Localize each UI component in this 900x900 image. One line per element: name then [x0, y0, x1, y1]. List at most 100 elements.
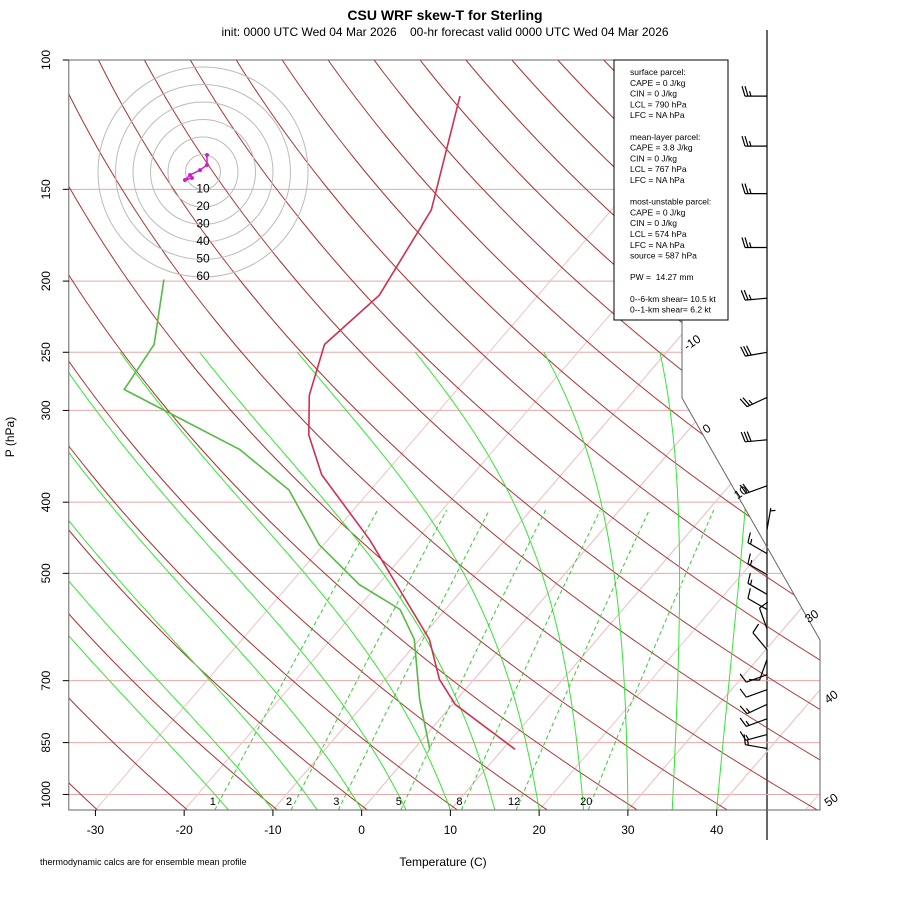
barb-shape	[741, 135, 767, 147]
mixing-ratio-line	[400, 509, 547, 810]
barb-shape	[766, 507, 776, 530]
isotherm	[716, 60, 821, 810]
wind-barb	[741, 237, 767, 249]
info-line: LFC = NA hPa	[630, 175, 685, 185]
info-line: CIN = 0 J/kg	[630, 89, 677, 99]
chart-title: CSU WRF skew-T for Sterling	[347, 7, 542, 23]
wind-barb	[743, 734, 768, 750]
info-line: LCL = 790 hPa	[630, 99, 687, 109]
barb-shape	[741, 85, 767, 97]
moist-adiabat	[68, 352, 229, 810]
info-line: 0--6-km shear= 10.5 kt	[630, 294, 716, 304]
wind-barb	[747, 553, 768, 576]
isotherm	[183, 60, 821, 810]
y-tick-label: 850	[39, 732, 53, 752]
wind-barb	[752, 623, 768, 650]
barb-shape	[747, 573, 768, 595]
mixing-ratio-line	[337, 509, 490, 810]
hodograph-ring-label: 40	[196, 234, 210, 248]
moist-adiabat	[119, 352, 451, 810]
moist-adiabat	[68, 352, 407, 810]
y-tick-label: 500	[39, 563, 53, 583]
hodograph-ring-label: 30	[196, 217, 210, 231]
x-tick-label: -30	[87, 823, 105, 837]
info-line: mean-layer parcel:	[630, 132, 700, 142]
dry-adiabat	[235, 60, 821, 810]
x-tick-label: 40	[710, 823, 724, 837]
hodograph-ring	[115, 84, 291, 260]
footnote: thermodynamic calcs are for ensemble mea…	[40, 857, 247, 867]
barb-shape	[740, 345, 768, 357]
info-line: CIN = 0 J/kg	[630, 153, 677, 163]
wind-barb	[740, 345, 768, 357]
barb-shape	[740, 289, 768, 301]
info-box	[613, 59, 729, 321]
dry-adiabat	[68, 60, 368, 810]
info-line: LCL = 574 hPa	[630, 229, 687, 239]
mixing-ratio-line	[214, 509, 379, 810]
hodograph-ring	[132, 101, 274, 243]
x-tick-label: 20	[532, 823, 546, 837]
y-tick-label: 250	[39, 342, 53, 362]
dry-adiabat	[68, 60, 638, 810]
barb-shape	[739, 703, 768, 715]
x-tick-label: 0	[358, 823, 365, 837]
wind-barb	[740, 289, 768, 301]
wind-barb	[747, 532, 768, 555]
info-line: 0--1-km shear= 6.2 kt	[630, 305, 712, 315]
info-line: LFC = NA hPa	[630, 110, 685, 120]
moist-adiabat	[68, 352, 363, 810]
barb-shape	[747, 553, 768, 576]
info-line: source = 587 hPa	[630, 251, 697, 261]
info-line: surface parcel:	[630, 67, 686, 77]
chart-subtitle: init: 0000 UTC Wed 04 Mar 2026 00-hr for…	[221, 25, 668, 39]
moist-adiabat	[68, 352, 274, 810]
dry-adiabat	[68, 60, 818, 810]
mixing-ratio-label: 5	[396, 796, 402, 808]
barb-shape	[758, 601, 769, 630]
wind-barb	[758, 601, 769, 630]
wind-barb	[766, 507, 776, 530]
barb-shape	[740, 431, 768, 443]
wind-barb	[739, 717, 768, 727]
dry-adiabat	[98, 60, 821, 810]
y-axis-label: P (hPa)	[3, 417, 17, 457]
wind-barb	[740, 431, 768, 443]
info-line: CIN = 0 J/kg	[630, 218, 677, 228]
barb-shape	[747, 532, 768, 555]
mixing-ratio-label: 2	[286, 796, 292, 808]
y-tick-label: 300	[39, 400, 53, 420]
barb-shape	[741, 183, 767, 195]
info-line: most-unstable parcel:	[630, 197, 711, 207]
hodograph-point	[205, 153, 210, 158]
isotherm-label: 40	[822, 687, 841, 706]
barb-shape	[739, 396, 768, 408]
x-axis-label: Temperature (C)	[399, 855, 486, 869]
dry-adiabat	[68, 60, 458, 810]
y-tick-label: 150	[39, 179, 53, 199]
info-line: CAPE = 0 J/kg	[630, 207, 686, 217]
y-tick-label: 100	[39, 50, 53, 70]
info-line: CAPE = 3.8 J/kg	[630, 143, 693, 153]
y-tick-label: 200	[39, 271, 53, 291]
dry-adiabat	[281, 60, 821, 810]
hodograph-ring-label: 50	[196, 252, 210, 266]
isotherm-label: 50	[822, 790, 841, 809]
wind-barb	[739, 396, 768, 408]
hodograph-ring	[185, 154, 221, 190]
wind-barb	[747, 573, 768, 595]
wind-barb	[739, 703, 768, 715]
wind-barb	[739, 673, 768, 683]
wind-barb	[747, 588, 768, 611]
dry-adiabat	[557, 60, 821, 810]
wind-barb	[741, 85, 767, 97]
barb-shape	[747, 588, 768, 611]
moist-adiabat	[296, 351, 540, 810]
dry-adiabat	[741, 60, 821, 810]
info-line: CAPE = 0 J/kg	[630, 78, 686, 88]
wind-barb	[739, 688, 768, 698]
mixing-ratio-line	[587, 509, 715, 810]
x-tick-label: 10	[444, 823, 458, 837]
moist-adiabat	[199, 351, 496, 810]
